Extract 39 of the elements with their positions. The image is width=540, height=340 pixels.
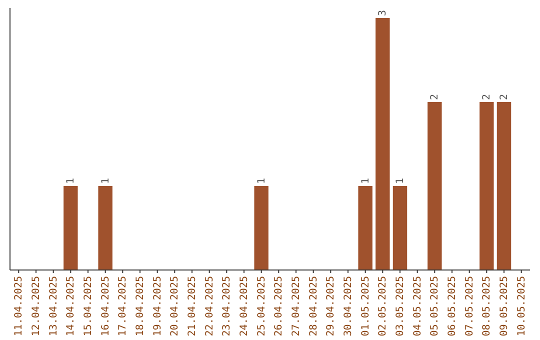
x-tick-label: 05.05.2025	[430, 276, 441, 336]
x-tick-label: 06.05.2025	[447, 276, 458, 336]
x-tick-label: 10.05.2025	[516, 276, 528, 336]
x-tick-label: 03.05.2025	[395, 276, 406, 336]
x-tick-label: 07.05.2025	[464, 276, 476, 336]
x-tick-label: 19.04.2025	[152, 276, 164, 336]
x-tick-label: 17.04.2025	[118, 276, 129, 336]
x-tick-label: 11.04.2025	[14, 276, 25, 336]
x-tick-label: 15.04.2025	[83, 276, 94, 336]
data-label: 2	[499, 94, 510, 100]
x-tick-label: 28.04.2025	[308, 276, 320, 336]
x-tick-label: 24.04.2025	[239, 276, 250, 336]
x-tick-label: 16.04.2025	[100, 276, 112, 336]
data-label: 2	[482, 94, 493, 100]
x-tick-label: 12.04.2025	[31, 276, 42, 336]
x-tick-label: 13.04.2025	[48, 276, 60, 336]
x-tick-label: 25.04.2025	[256, 276, 268, 336]
x-tick-label: 20.04.2025	[170, 276, 181, 336]
x-tick-label: 23.04.2025	[222, 276, 233, 336]
x-tick-label: 30.04.2025	[343, 276, 354, 336]
data-label: 3	[378, 10, 389, 16]
x-tick-label: 26.04.2025	[274, 276, 285, 336]
data-label: 1	[256, 178, 268, 184]
x-tick-label: 09.05.2025	[499, 276, 510, 336]
data-label: 2	[430, 94, 441, 100]
x-tick-label: 27.04.2025	[291, 276, 302, 336]
data-label: 1	[395, 178, 406, 184]
x-tick-label: 08.05.2025	[482, 276, 493, 336]
data-label: 1	[100, 178, 112, 184]
data-label: 1	[360, 178, 372, 184]
x-tick-label: 02.05.2025	[378, 276, 389, 336]
x-tick-label: 14.04.2025	[66, 276, 77, 336]
x-tick-label: 18.04.2025	[135, 276, 146, 336]
x-tick-label: 29.04.2025	[326, 276, 337, 336]
x-tick-label: 22.04.2025	[204, 276, 216, 336]
x-tick-label: 04.05.2025	[412, 276, 424, 336]
data-label: 1	[66, 178, 77, 184]
x-tick-label: 01.05.2025	[360, 276, 372, 336]
x-tick-label: 21.04.2025	[187, 276, 198, 336]
